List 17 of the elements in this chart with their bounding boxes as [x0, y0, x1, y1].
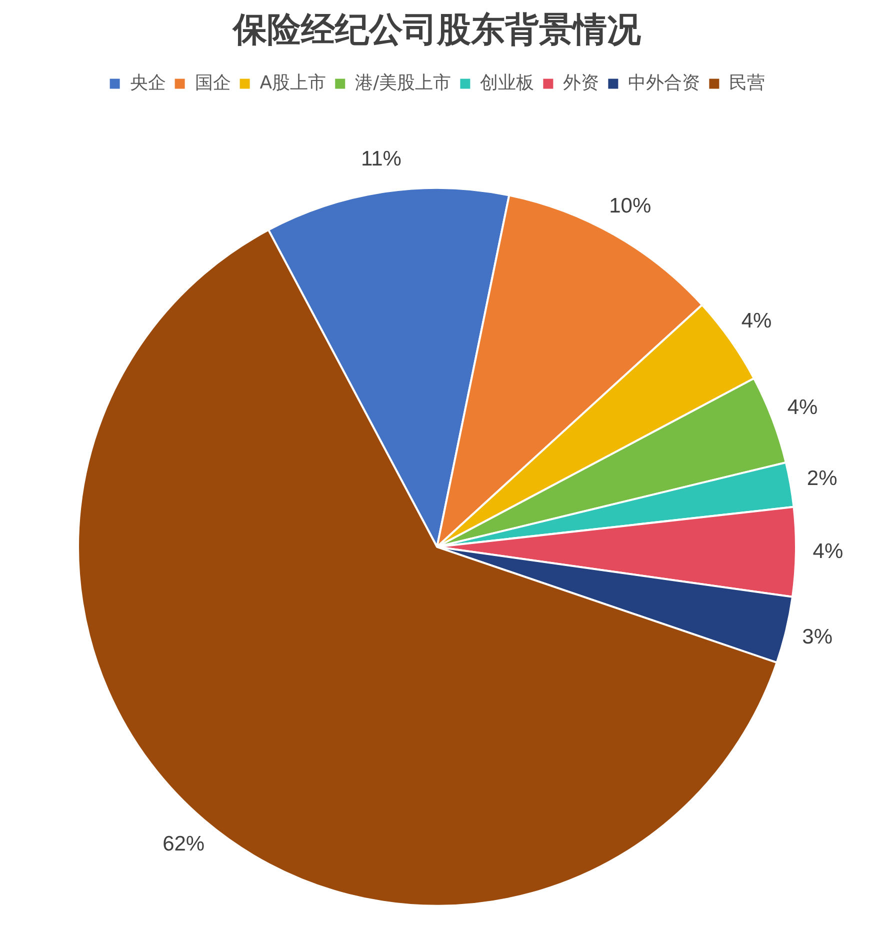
legend-label: 央企 — [130, 72, 166, 94]
legend-label: 国企 — [194, 72, 231, 94]
data-label: 4% — [812, 540, 844, 564]
data-label: 10% — [609, 194, 652, 218]
legend-label: 港/美股上市 — [355, 72, 452, 94]
legend-label: 民营 — [729, 72, 766, 94]
legend-label: 创业板 — [480, 72, 534, 94]
data-label: 4% — [741, 309, 772, 332]
legend-label: A股上市 — [260, 72, 326, 94]
data-label: 3% — [802, 625, 833, 648]
data-label: 11% — [360, 148, 402, 171]
legend-label: 外资 — [563, 72, 600, 94]
legend-label: 中外合资 — [628, 72, 700, 94]
chart-title: 保险经纪公司股东背景情况 — [231, 11, 642, 50]
data-label: 4% — [787, 396, 818, 419]
data-label: 62% — [162, 832, 205, 856]
data-label: 2% — [806, 466, 838, 490]
